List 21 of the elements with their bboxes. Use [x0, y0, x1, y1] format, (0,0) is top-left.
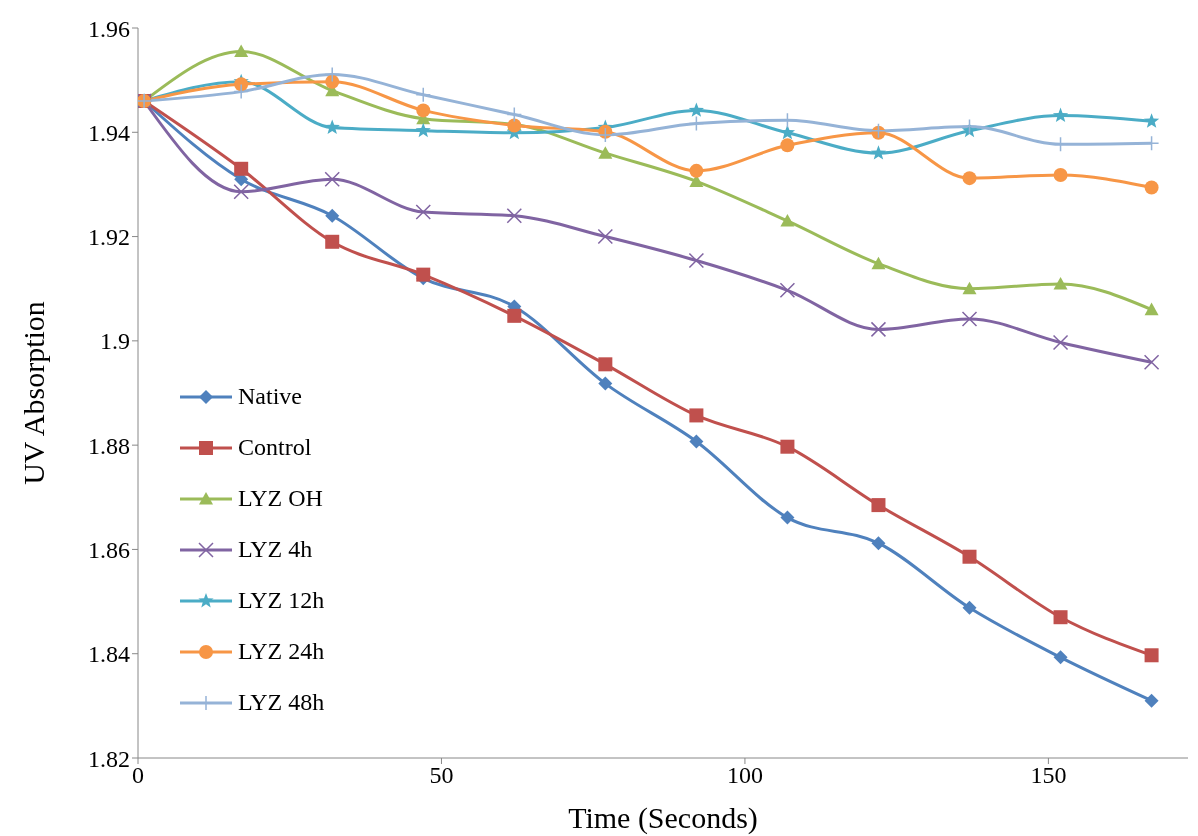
x-tick-label: 100	[726, 762, 763, 789]
legend-label: Control	[238, 434, 312, 461]
legend-label: LYZ 12h	[238, 587, 325, 614]
y-tick-label: 1.92	[88, 224, 130, 251]
y-tick-label: 1.94	[88, 119, 130, 146]
x-tick-label: 150	[1030, 762, 1067, 789]
y-tick-label: 1.82	[88, 745, 130, 772]
y-tick-label: 1.96	[88, 15, 130, 42]
y-tick-label: 1.86	[88, 536, 130, 563]
legend-label: LYZ 48h	[238, 689, 325, 716]
x-tick-label: 0	[132, 762, 144, 789]
y-tick-label: 1.88	[88, 432, 130, 459]
y-tick-label: 1.84	[88, 641, 130, 668]
x-axis-title: Time (Seconds)	[568, 801, 758, 835]
x-tick-label: 50	[429, 762, 454, 789]
legend-label: LYZ 4h	[238, 536, 313, 563]
y-axis-title: UV Absorption	[16, 301, 50, 485]
y-tick-label: 1.9	[100, 328, 130, 355]
legend-label: LYZ OH	[238, 485, 323, 512]
legend-label: Native	[238, 383, 302, 410]
legend-label: LYZ 24h	[238, 638, 325, 665]
